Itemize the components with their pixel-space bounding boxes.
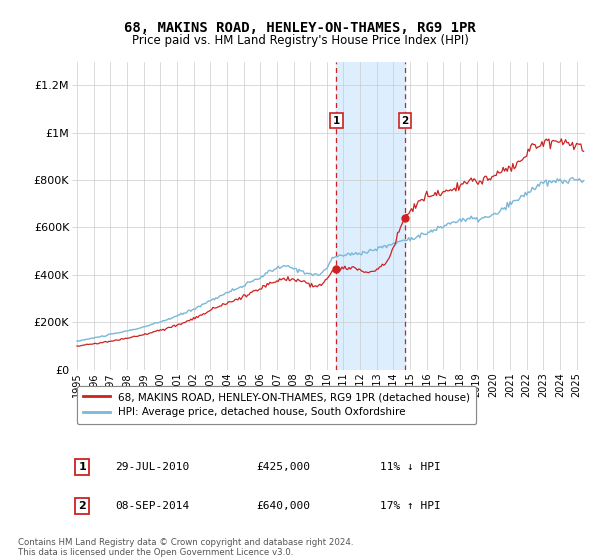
Text: £425,000: £425,000 (257, 462, 311, 472)
Text: 29-JUL-2010: 29-JUL-2010 (116, 462, 190, 472)
Text: 2: 2 (79, 501, 86, 511)
Bar (337, 62, 405, 370)
Text: Contains HM Land Registry data © Crown copyright and database right 2024.
This d: Contains HM Land Registry data © Crown c… (18, 538, 353, 557)
Text: £640,000: £640,000 (257, 501, 311, 511)
Text: 17% ↑ HPI: 17% ↑ HPI (380, 501, 440, 511)
Text: 08-SEP-2014: 08-SEP-2014 (116, 501, 190, 511)
Legend: 68, MAKINS ROAD, HENLEY-ON-THAMES, RG9 1PR (detached house), HPI: Average price,: 68, MAKINS ROAD, HENLEY-ON-THAMES, RG9 1… (77, 386, 476, 424)
Text: 1: 1 (79, 462, 86, 472)
Text: 2: 2 (401, 116, 409, 126)
Text: 68, MAKINS ROAD, HENLEY-ON-THAMES, RG9 1PR: 68, MAKINS ROAD, HENLEY-ON-THAMES, RG9 1… (124, 21, 476, 35)
Text: Price paid vs. HM Land Registry's House Price Index (HPI): Price paid vs. HM Land Registry's House … (131, 34, 469, 46)
Text: 11% ↓ HPI: 11% ↓ HPI (380, 462, 440, 472)
Text: 1: 1 (333, 116, 340, 126)
